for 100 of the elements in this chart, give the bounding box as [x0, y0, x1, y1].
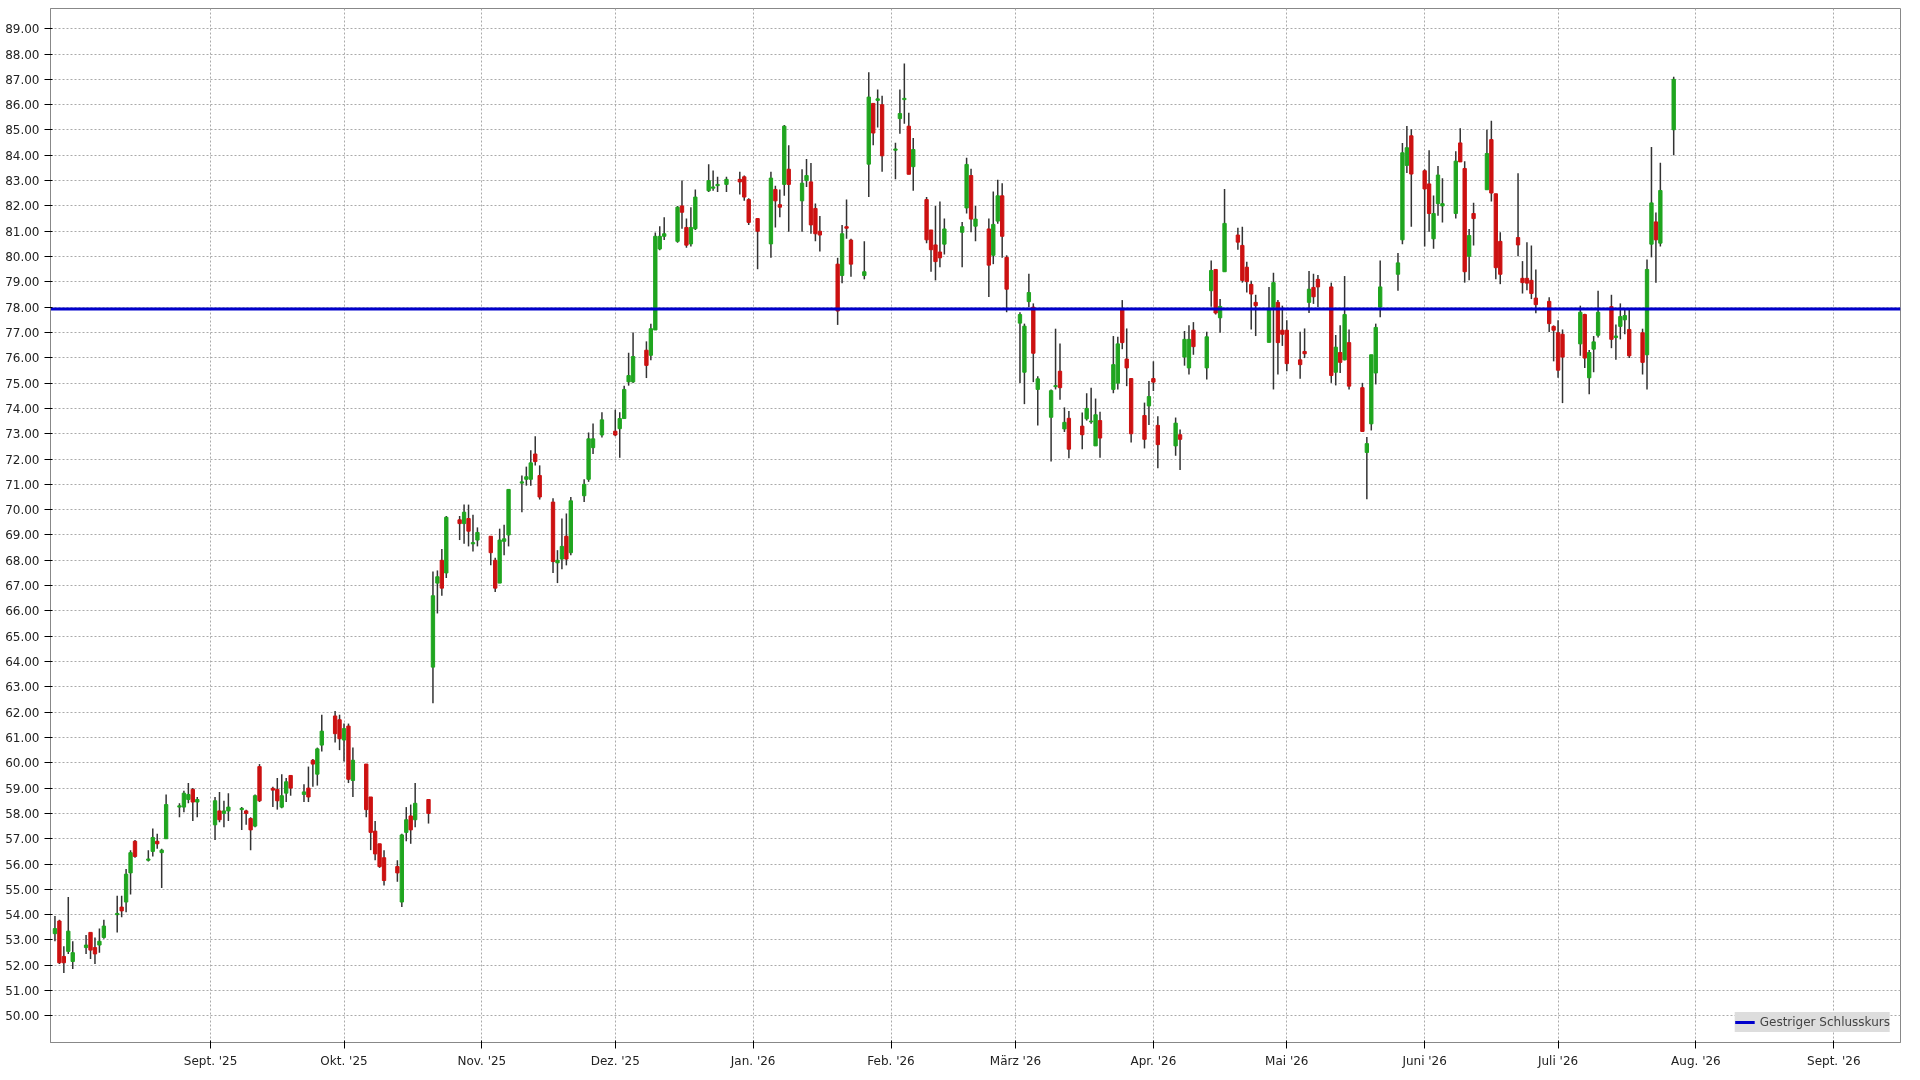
candlestick	[221, 800, 227, 829]
y-tick-label: 51.00	[5, 984, 40, 999]
candlestick	[1338, 324, 1343, 374]
y-tick-label: 73.00	[5, 427, 40, 442]
y-tick-label: 62.00	[5, 705, 40, 720]
candlestick	[519, 474, 525, 513]
candlestick	[195, 796, 200, 818]
candlestick	[1524, 241, 1530, 291]
y-tick-label: 52.00	[5, 958, 40, 973]
candlestick	[1466, 228, 1472, 282]
x-tick-label: Juli '26	[1536, 1053, 1579, 1068]
candlestick	[862, 240, 867, 281]
candlestick	[457, 515, 462, 541]
candlestick	[1471, 201, 1476, 247]
x-tick-label: Okt. '25	[320, 1053, 368, 1068]
candlestick	[911, 137, 916, 192]
y-tick-label: 81.00	[5, 224, 40, 239]
candlestick	[1062, 406, 1067, 433]
y-tick-label: 88.00	[5, 47, 40, 62]
candlestick	[306, 765, 311, 803]
candlestick	[897, 88, 903, 135]
x-tick-label: Apr. '26	[1130, 1053, 1177, 1068]
y-tick-label: 69.00	[5, 528, 40, 543]
candlestick	[155, 832, 160, 850]
candlestick	[461, 503, 467, 545]
y-tick-label: 80.00	[5, 250, 40, 265]
y-tick-label: 82.00	[5, 199, 40, 214]
candlestick	[893, 141, 898, 181]
candlestick	[248, 816, 253, 851]
y-tick-label: 70.00	[5, 503, 40, 518]
y-tick-label: 65.00	[5, 629, 40, 644]
y-tick-label: 66.00	[5, 604, 40, 619]
y-tick-label: 54.00	[5, 908, 40, 923]
candlestick	[1053, 327, 1058, 391]
candlestick	[426, 798, 431, 825]
candlestick	[1097, 410, 1103, 459]
candlestick	[1560, 328, 1565, 404]
y-tick-label: 85.00	[5, 123, 40, 138]
y-tick-label: 71.00	[5, 477, 40, 492]
candlestick	[470, 513, 476, 553]
candlestick	[1026, 273, 1032, 308]
candlestick	[777, 188, 782, 219]
candlestick	[1520, 260, 1525, 295]
x-tick-label: Feb. '26	[867, 1053, 915, 1068]
x-tick-label: Mai '26	[1265, 1053, 1309, 1068]
candlestick	[959, 221, 965, 268]
y-tick-label: 67.00	[5, 579, 40, 594]
candlestick	[350, 746, 356, 798]
candlestick	[101, 918, 107, 940]
candlestick	[83, 934, 89, 955]
y-tick-label: 79.00	[5, 275, 40, 290]
candlestick	[239, 806, 244, 831]
legend-label: Gestriger Schlusskurs	[1759, 1015, 1890, 1029]
candlestick	[217, 791, 222, 824]
candlestick	[1315, 274, 1321, 308]
y-tick-label: 78.00	[5, 300, 40, 315]
y-tick-label: 84.00	[5, 148, 40, 163]
candlestick	[150, 827, 155, 858]
candlestick	[92, 936, 98, 965]
candlestick	[1080, 411, 1085, 450]
y-tick-label: 57.00	[5, 832, 40, 847]
candlestick	[786, 144, 791, 233]
candlestick	[710, 169, 716, 192]
x-tick-label: Nov. '25	[457, 1053, 507, 1068]
x-tick-label: Sept. '26	[1807, 1053, 1861, 1068]
x-tick-label: Juni '26	[1401, 1053, 1447, 1068]
candlestick	[190, 787, 195, 822]
y-tick-label: 64.00	[5, 655, 40, 670]
y-tick-label: 56.00	[5, 857, 40, 872]
x-tick-label: Sept. '25	[183, 1053, 238, 1068]
candlestick	[1595, 289, 1601, 339]
candlestick	[1182, 330, 1187, 367]
y-tick-label: 76.00	[5, 351, 40, 366]
candlestick	[1177, 428, 1183, 471]
y-tick-label: 83.00	[5, 174, 40, 189]
candlestick	[413, 782, 418, 829]
candlestick	[537, 464, 542, 501]
candlestick	[275, 777, 280, 811]
candlestick	[1146, 380, 1152, 426]
y-tick-label: 50.00	[5, 1009, 40, 1024]
y-tick-label: 75.00	[5, 376, 40, 391]
candlestick	[395, 859, 400, 883]
candlestick	[1057, 342, 1063, 401]
candlestick	[186, 782, 191, 805]
y-tick-label: 63.00	[5, 680, 40, 695]
x-tick-label: Dez. '25	[590, 1053, 640, 1068]
candlestick	[159, 848, 164, 889]
candlestick	[1364, 436, 1370, 501]
y-tick-label: 53.00	[5, 933, 40, 948]
candlestick	[1653, 211, 1659, 284]
candlestick	[404, 806, 409, 843]
candlestick	[937, 200, 943, 268]
y-tick-label: 87.00	[5, 72, 40, 87]
candlestick	[933, 205, 938, 282]
y-tick-label: 58.00	[5, 806, 40, 821]
candlestick	[559, 517, 565, 570]
candlestick	[181, 789, 187, 813]
x-tick-label: Aug. '26	[1671, 1053, 1721, 1068]
candlestick	[1297, 330, 1303, 380]
candlestick	[706, 163, 711, 193]
